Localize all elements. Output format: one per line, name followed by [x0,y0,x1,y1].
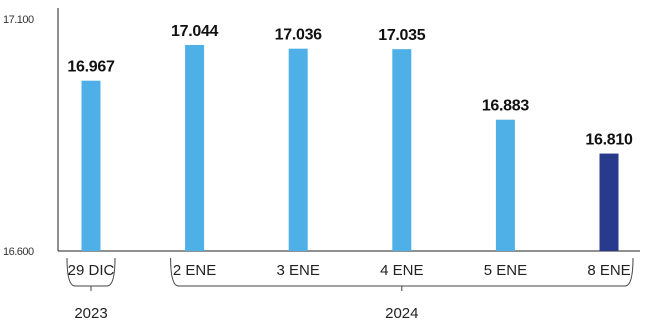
year-groups: 2023 2024 [66,257,634,322]
value-label: 17.035 [378,27,426,44]
category-labels: 29 DIC 2 ENE 3 ENE 4 ENE 5 ENE 8 ENE [68,262,631,279]
value-label: 17.044 [171,23,219,40]
category-label: 4 ENE [380,262,423,279]
year-label: 2023 [74,305,107,322]
bars [81,44,619,251]
bar [185,44,205,251]
category-label: 8 ENE [587,262,630,279]
y-tick-label: 16.600 [3,246,34,258]
bar [599,153,619,251]
value-label: 16.810 [585,132,633,149]
bar [288,48,308,251]
value-label: 16.967 [67,59,115,76]
category-label: 29 DIC [68,262,115,279]
value-label: 17.036 [275,27,323,44]
year-label: 2024 [385,305,418,322]
category-label: 2 ENE [173,262,216,279]
value-label: 16.883 [482,98,530,115]
value-labels: 16.967 17.044 17.036 17.035 16.883 16.810 [67,23,633,149]
bar [392,49,412,251]
category-label: 3 ENE [277,262,320,279]
y-axis: 16.600 17.100 [3,8,640,258]
bar [495,119,515,251]
y-tick-label: 17.100 [3,14,34,26]
category-label: 5 ENE [484,262,527,279]
bar [81,80,101,251]
